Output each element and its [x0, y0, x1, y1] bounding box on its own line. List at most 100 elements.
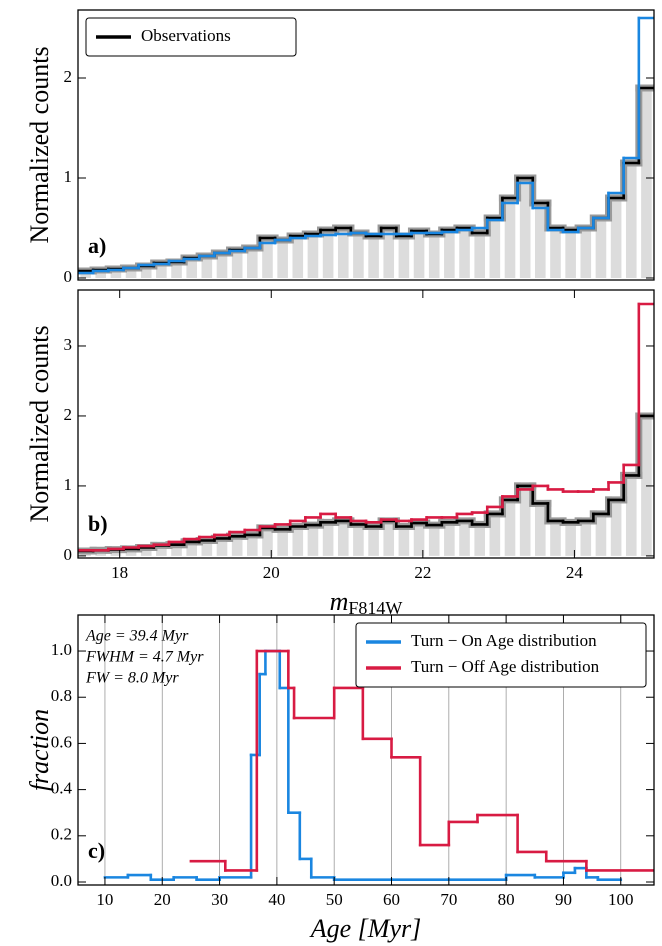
bar: [625, 475, 637, 556]
bar: [201, 256, 213, 278]
bar: [428, 234, 440, 278]
frame: [77, 9, 655, 281]
annotation: Age = 39.4 Myr: [85, 628, 189, 645]
bar: [322, 522, 334, 556]
bar: [247, 534, 258, 556]
y-tick-label: 2: [64, 405, 73, 424]
y-tick-label: 0: [64, 545, 73, 564]
bar: [565, 522, 576, 556]
bar: [474, 524, 485, 556]
bar: [504, 198, 516, 278]
bar: [110, 269, 122, 278]
bar: [186, 258, 197, 278]
bar: [262, 527, 273, 556]
bar: [595, 513, 607, 556]
bar: [444, 230, 455, 278]
y-tick-label: 3: [64, 335, 73, 354]
y-tick-label: 2: [64, 67, 73, 86]
bar: [186, 541, 197, 556]
plot-area: [103, 615, 654, 885]
bar: [277, 529, 288, 556]
bar: [216, 253, 228, 278]
bar: [413, 231, 425, 278]
bar: [277, 240, 288, 278]
bar: [550, 228, 561, 278]
frame: [77, 289, 655, 559]
bar: [625, 163, 637, 278]
y-tick-label: 0: [64, 267, 73, 286]
bar: [216, 538, 228, 556]
bar: [156, 545, 167, 556]
legend-label: Turn − Off Age distribution: [411, 657, 600, 676]
panel-label: b): [88, 511, 108, 536]
bar: [292, 236, 304, 278]
bar: [307, 525, 319, 556]
bar: [580, 520, 592, 556]
bar: [156, 263, 167, 278]
bar: [337, 228, 349, 278]
bar: [307, 234, 319, 278]
panel-label: a): [88, 233, 106, 258]
plot-area: [78, 302, 654, 556]
y-tick-label: 0.0: [51, 871, 72, 890]
bar: [353, 524, 364, 556]
y-tick-label: 0.6: [51, 732, 72, 751]
bar: [519, 178, 531, 278]
bar: [171, 262, 182, 278]
x-axis-label: Age [Myr]: [309, 914, 421, 943]
x-axis-label-main: m: [330, 587, 349, 616]
bar: [368, 236, 379, 278]
bar: [610, 198, 622, 278]
x-tick-label: 100: [608, 890, 634, 909]
x-tick-label: 20: [154, 890, 171, 909]
bar: [140, 266, 152, 278]
annotation: FW = 8.0 Myr: [85, 670, 179, 687]
legend-label: Observations: [141, 26, 231, 45]
bar: [383, 228, 395, 278]
x-tick-label: 60: [383, 890, 400, 909]
bar: [95, 270, 107, 278]
bar: [353, 233, 364, 278]
bar: [474, 233, 485, 278]
x-tick-label: 18: [111, 563, 128, 582]
y-axis-label: Normalized counts: [25, 325, 54, 522]
annotation: FWHM = 4.7 Myr: [85, 649, 204, 666]
x-tick-label: 24: [566, 563, 584, 582]
bar: [580, 228, 592, 278]
y-tick-label: 1: [64, 167, 73, 186]
y-tick-label: 1: [64, 475, 73, 494]
x-tick-label: 50: [326, 890, 343, 909]
x-tick-label: 80: [498, 890, 515, 909]
bar: [398, 236, 410, 278]
bar: [140, 547, 152, 556]
bar: [125, 268, 137, 278]
bar: [489, 513, 501, 556]
x-tick-label: 10: [96, 890, 113, 909]
bar: [231, 536, 243, 556]
y-tick-label: 0.4: [51, 779, 73, 798]
x-axis-label-main: Age [Myr]: [309, 914, 421, 943]
bar: [519, 485, 531, 556]
y-axis-label: Normalized counts: [25, 46, 54, 243]
bar: [337, 520, 349, 556]
legend-box: [355, 622, 647, 688]
frame: [77, 614, 655, 886]
bar: [368, 526, 379, 556]
x-tick-label: 30: [211, 890, 228, 909]
y-tick-label: 0.2: [51, 825, 72, 844]
bar: [565, 230, 576, 278]
x-tick-label: 70: [440, 890, 457, 909]
bar: [641, 88, 652, 278]
bar: [595, 218, 607, 278]
y-axis-label: fraction: [25, 709, 54, 791]
bar: [459, 520, 470, 556]
bar: [413, 523, 425, 556]
bar: [383, 520, 395, 556]
bar: [444, 522, 455, 556]
bar: [247, 248, 258, 278]
bar: [489, 218, 501, 278]
x-tick-label: 20: [263, 563, 280, 582]
bar: [171, 544, 182, 556]
